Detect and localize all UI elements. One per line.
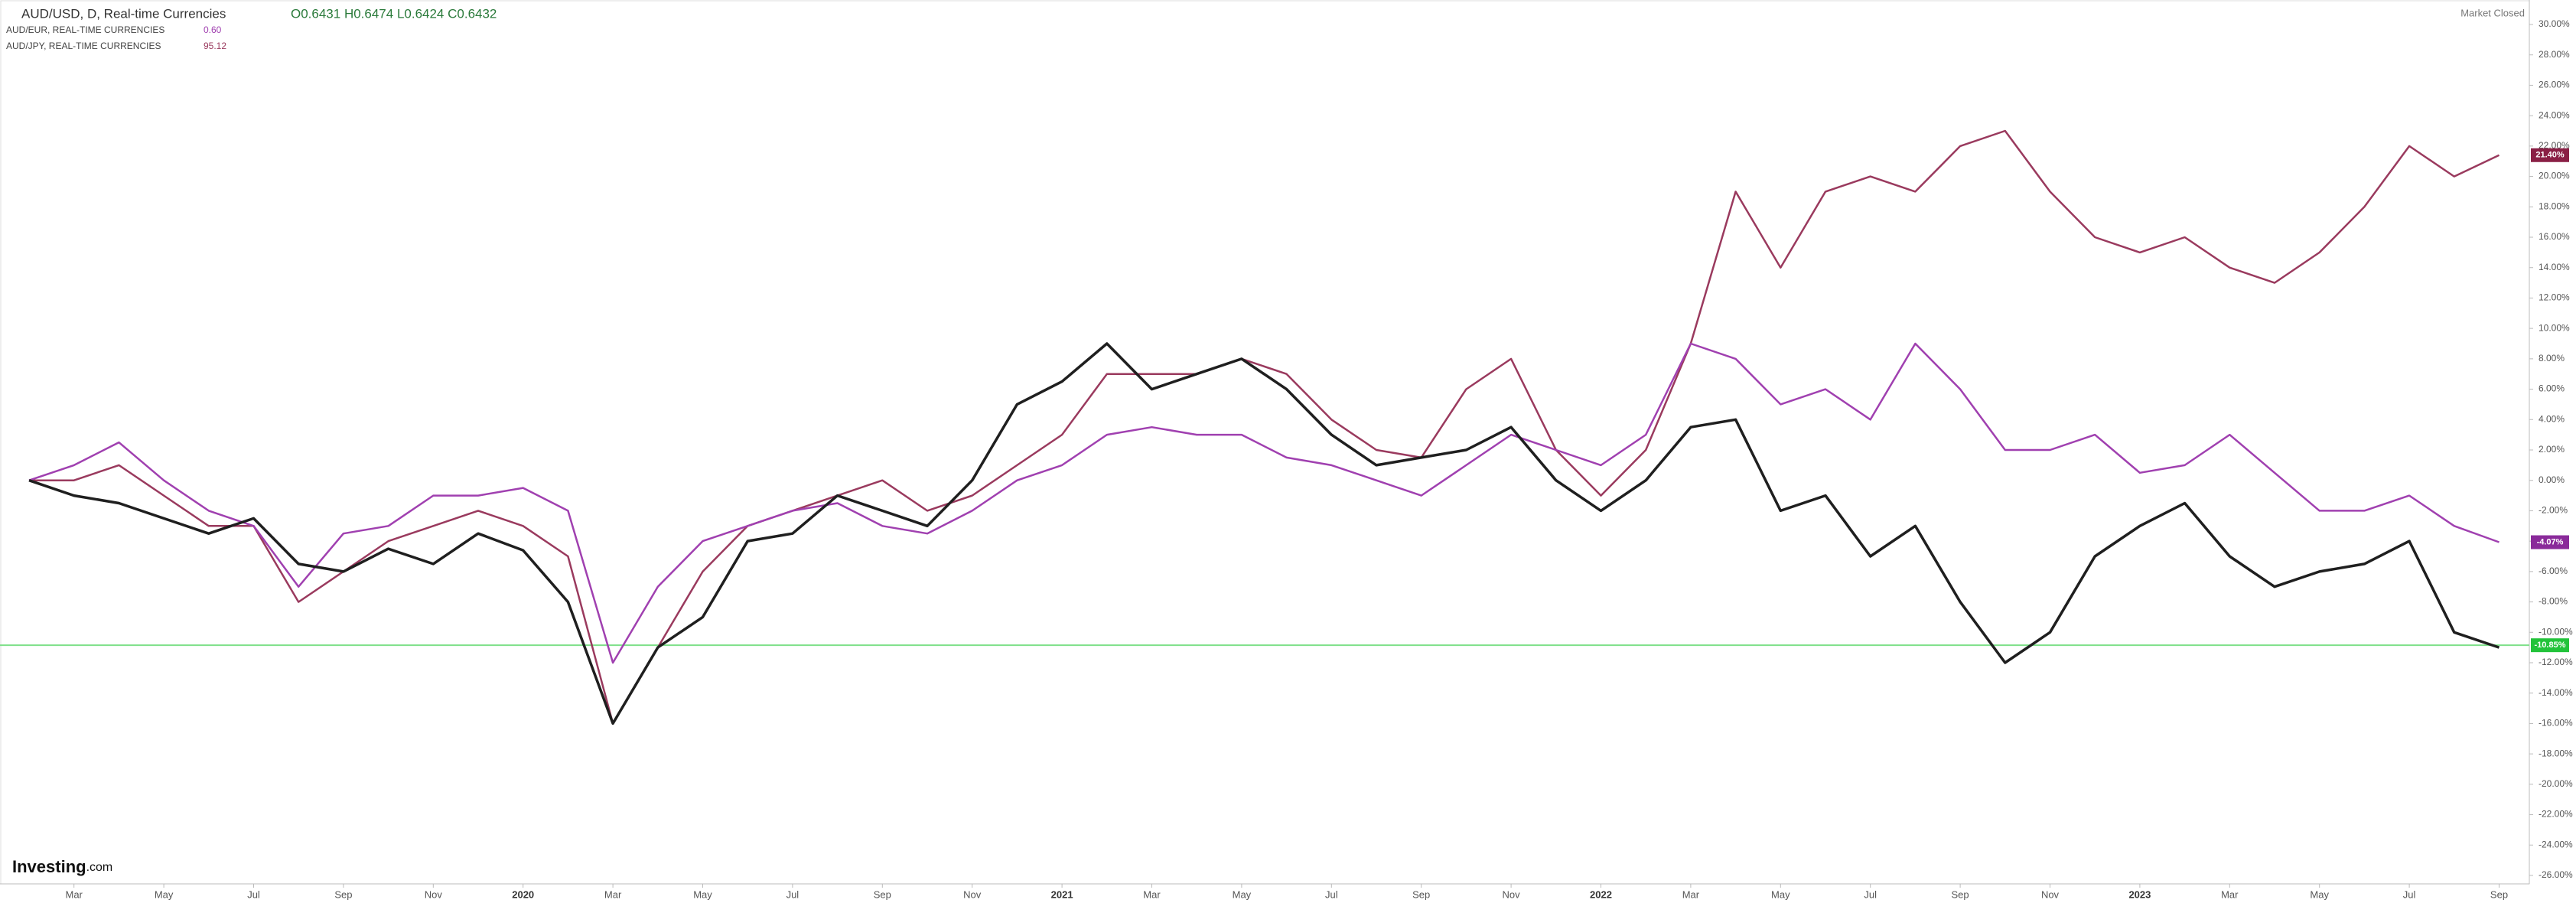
y-tick-label: -8.00% bbox=[2539, 596, 2568, 607]
price-badge-label: 21.40% bbox=[2535, 151, 2565, 160]
x-tick-label: Sep bbox=[334, 888, 352, 900]
x-tick-label: Jul bbox=[1325, 888, 1338, 900]
y-tick-label: 8.00% bbox=[2539, 353, 2565, 363]
x-tick-label: Mar bbox=[604, 888, 622, 900]
x-tick-label: Mar bbox=[66, 888, 83, 900]
y-tick-label: -24.00% bbox=[2539, 839, 2573, 849]
legend-quote: 95.12 bbox=[204, 41, 226, 51]
series-line bbox=[28, 342, 2500, 725]
y-tick-label: 4.00% bbox=[2539, 413, 2565, 424]
x-tick-label: Nov bbox=[963, 888, 982, 900]
market-status: Market Closed bbox=[2460, 7, 2525, 18]
price-badge bbox=[2531, 535, 2569, 549]
y-tick-label: 24.00% bbox=[2539, 109, 2570, 120]
x-tick-label: Mar bbox=[1143, 888, 1161, 900]
x-tick-label: Jul bbox=[2403, 888, 2416, 900]
y-tick-label: 20.00% bbox=[2539, 171, 2570, 181]
y-tick-label: -20.00% bbox=[2539, 778, 2573, 789]
y-tick-label: 28.00% bbox=[2539, 49, 2570, 60]
x-tick-label: 2021 bbox=[1051, 888, 1073, 900]
x-tick-label: Nov bbox=[425, 888, 443, 900]
x-tick-label: May bbox=[1771, 888, 1790, 900]
x-tick-label: Jul bbox=[247, 888, 260, 900]
y-tick-label: 2.00% bbox=[2539, 444, 2565, 455]
x-tick-label: 2022 bbox=[1590, 888, 1612, 900]
y-tick-label: 0.00% bbox=[2539, 474, 2565, 485]
x-tick-label: Sep bbox=[2490, 888, 2508, 900]
y-tick-label: 10.00% bbox=[2539, 322, 2570, 333]
y-tick-label: -16.00% bbox=[2539, 718, 2573, 729]
logo: Investing.com bbox=[12, 857, 112, 876]
y-tick-label: -12.00% bbox=[2539, 657, 2573, 667]
x-tick-label: Nov bbox=[2041, 888, 2060, 900]
x-tick-label: May bbox=[155, 888, 174, 900]
series-line bbox=[28, 342, 2499, 664]
ohlc: O0.6431 H0.6474 L0.6424 C0.6432 bbox=[291, 6, 497, 21]
y-tick-label: -6.00% bbox=[2539, 566, 2568, 576]
x-tick-label: May bbox=[2310, 888, 2329, 900]
x-tick-label: Jul bbox=[1864, 888, 1877, 900]
legend-entry: AUD/EUR, REAL-TIME CURRENCIES bbox=[6, 24, 164, 35]
y-tick-label: 22.00% bbox=[2539, 140, 2570, 151]
price-badge-label: -10.85% bbox=[2535, 641, 2566, 650]
y-tick-label: -26.00% bbox=[2539, 869, 2573, 880]
y-tick-label: -18.00% bbox=[2539, 748, 2573, 758]
price-badge-label: -4.07% bbox=[2537, 537, 2564, 546]
price-badge bbox=[2531, 148, 2569, 162]
x-tick-label: 2023 bbox=[2128, 888, 2151, 900]
y-tick-label: 12.00% bbox=[2539, 292, 2570, 303]
x-tick-label: 2020 bbox=[512, 888, 534, 900]
legend-entry: AUD/JPY, REAL-TIME CURRENCIES bbox=[6, 41, 161, 51]
legend-quote: 0.60 bbox=[204, 24, 222, 35]
y-tick-label: -22.00% bbox=[2539, 809, 2573, 820]
x-tick-label: Mar bbox=[2221, 888, 2239, 900]
y-tick-label: -2.00% bbox=[2539, 505, 2568, 516]
x-tick-label: Sep bbox=[1412, 888, 1430, 900]
x-tick-label: Jul bbox=[786, 888, 800, 900]
y-tick-label: -14.00% bbox=[2539, 687, 2573, 698]
x-tick-label: May bbox=[693, 888, 712, 900]
y-tick-label: 26.00% bbox=[2539, 80, 2570, 90]
logo-text: Investing bbox=[12, 857, 86, 876]
x-tick-label: Mar bbox=[1682, 888, 1700, 900]
x-tick-label: Sep bbox=[1952, 888, 1969, 900]
symbol: AUD/USD, D, Real-time Currencies bbox=[21, 6, 226, 21]
y-tick-label: 30.00% bbox=[2539, 18, 2570, 29]
series-line bbox=[29, 129, 2500, 725]
y-tick-label: -10.00% bbox=[2539, 626, 2573, 637]
y-tick-label: 16.00% bbox=[2539, 231, 2570, 242]
x-tick-label: May bbox=[1233, 888, 1252, 900]
y-tick-label: 14.00% bbox=[2539, 262, 2570, 272]
y-tick-label: 18.00% bbox=[2539, 200, 2570, 211]
x-tick-label: Sep bbox=[874, 888, 891, 900]
y-tick-label: 6.00% bbox=[2539, 383, 2565, 394]
price-badge bbox=[2531, 638, 2569, 653]
x-tick-label: Nov bbox=[1503, 888, 1521, 900]
logo-suffix: .com bbox=[86, 861, 113, 874]
